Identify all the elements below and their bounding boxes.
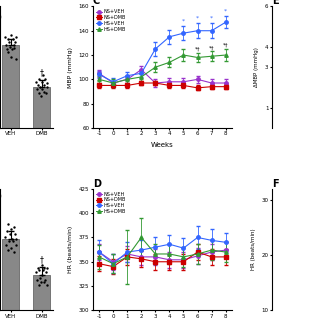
Point: [38, 279, 43, 284]
Point: [39, 262, 44, 268]
Point: [14, 242, 19, 247]
Point: [44, 269, 49, 275]
Point: [37, 267, 42, 272]
Point: [10, 36, 15, 41]
Point: [10, 239, 15, 244]
Text: *: *: [182, 19, 185, 23]
Point: [4, 46, 9, 52]
Legend: NS+VEH, NS+DMB, HS+VEH, HS+DMB: NS+VEH, NS+DMB, HS+VEH, HS+DMB: [95, 191, 126, 214]
Point: [41, 89, 46, 94]
Point: [6, 39, 12, 44]
Point: [34, 80, 39, 85]
Point: [44, 90, 49, 95]
Point: [37, 85, 43, 90]
Point: [12, 232, 18, 237]
Point: [14, 34, 19, 39]
Text: *†: *†: [209, 45, 214, 50]
Point: [4, 42, 9, 47]
Y-axis label: ΔMBP (mmHg): ΔMBP (mmHg): [254, 47, 260, 87]
Point: [40, 73, 45, 78]
Text: *†: *†: [195, 46, 200, 52]
Point: [35, 265, 40, 270]
Text: *: *: [224, 9, 227, 14]
Point: [6, 222, 11, 227]
Text: *: *: [0, 194, 2, 203]
Point: [3, 235, 8, 240]
Point: [6, 239, 12, 244]
Point: [5, 247, 10, 252]
Point: [7, 232, 12, 237]
Point: [5, 36, 10, 41]
Point: [40, 272, 45, 277]
Text: E: E: [272, 0, 279, 6]
Y-axis label: HR (beats/min): HR (beats/min): [68, 226, 73, 273]
Point: [39, 80, 44, 85]
Text: D: D: [93, 179, 101, 189]
Point: [34, 269, 39, 275]
Point: [37, 77, 42, 82]
X-axis label: Weeks: Weeks: [151, 142, 174, 148]
Point: [11, 225, 16, 230]
Bar: [3, 45, 20, 169]
Text: *: *: [210, 16, 213, 21]
Point: [37, 276, 43, 281]
Point: [43, 77, 48, 82]
Point: [6, 49, 11, 54]
Point: [45, 81, 50, 86]
Point: [10, 46, 15, 52]
Point: [8, 32, 13, 37]
Point: [10, 237, 15, 242]
Point: [12, 45, 17, 51]
Point: [35, 83, 40, 88]
Point: [41, 279, 46, 284]
Point: [12, 39, 18, 44]
Text: *: *: [196, 16, 199, 21]
Point: [40, 87, 45, 92]
Point: [4, 242, 9, 247]
Text: *†: *†: [223, 43, 228, 48]
Point: [45, 265, 50, 270]
Text: †: †: [40, 255, 44, 264]
Point: [12, 249, 17, 254]
Legend: NS+VEH, NS+DMB, HS+VEH, HS+DMB: NS+VEH, NS+DMB, HS+VEH, HS+DMB: [95, 9, 126, 32]
Text: *: *: [0, 14, 2, 23]
Y-axis label: HR (beats/min): HR (beats/min): [251, 229, 256, 270]
Point: [44, 283, 49, 288]
Point: [36, 90, 41, 95]
Bar: [3, 239, 20, 320]
Text: F: F: [272, 179, 279, 189]
Point: [13, 237, 18, 242]
Bar: [33, 87, 51, 169]
Point: [3, 34, 8, 39]
Point: [43, 277, 48, 283]
Point: [9, 54, 14, 60]
Point: [38, 93, 43, 98]
Point: [36, 283, 41, 288]
Bar: [33, 275, 51, 320]
Point: [35, 87, 40, 92]
Point: [7, 44, 12, 50]
Point: [40, 267, 45, 272]
Point: [42, 83, 47, 88]
Point: [11, 42, 16, 47]
Point: [4, 229, 9, 234]
Text: †: †: [40, 68, 44, 77]
Point: [9, 227, 14, 232]
Y-axis label: MBP (mmHg): MBP (mmHg): [68, 47, 73, 88]
Point: [8, 245, 13, 250]
Point: [44, 85, 49, 90]
Point: [42, 265, 47, 270]
Point: [35, 277, 40, 283]
Point: [13, 57, 18, 62]
Text: C: C: [93, 0, 100, 6]
